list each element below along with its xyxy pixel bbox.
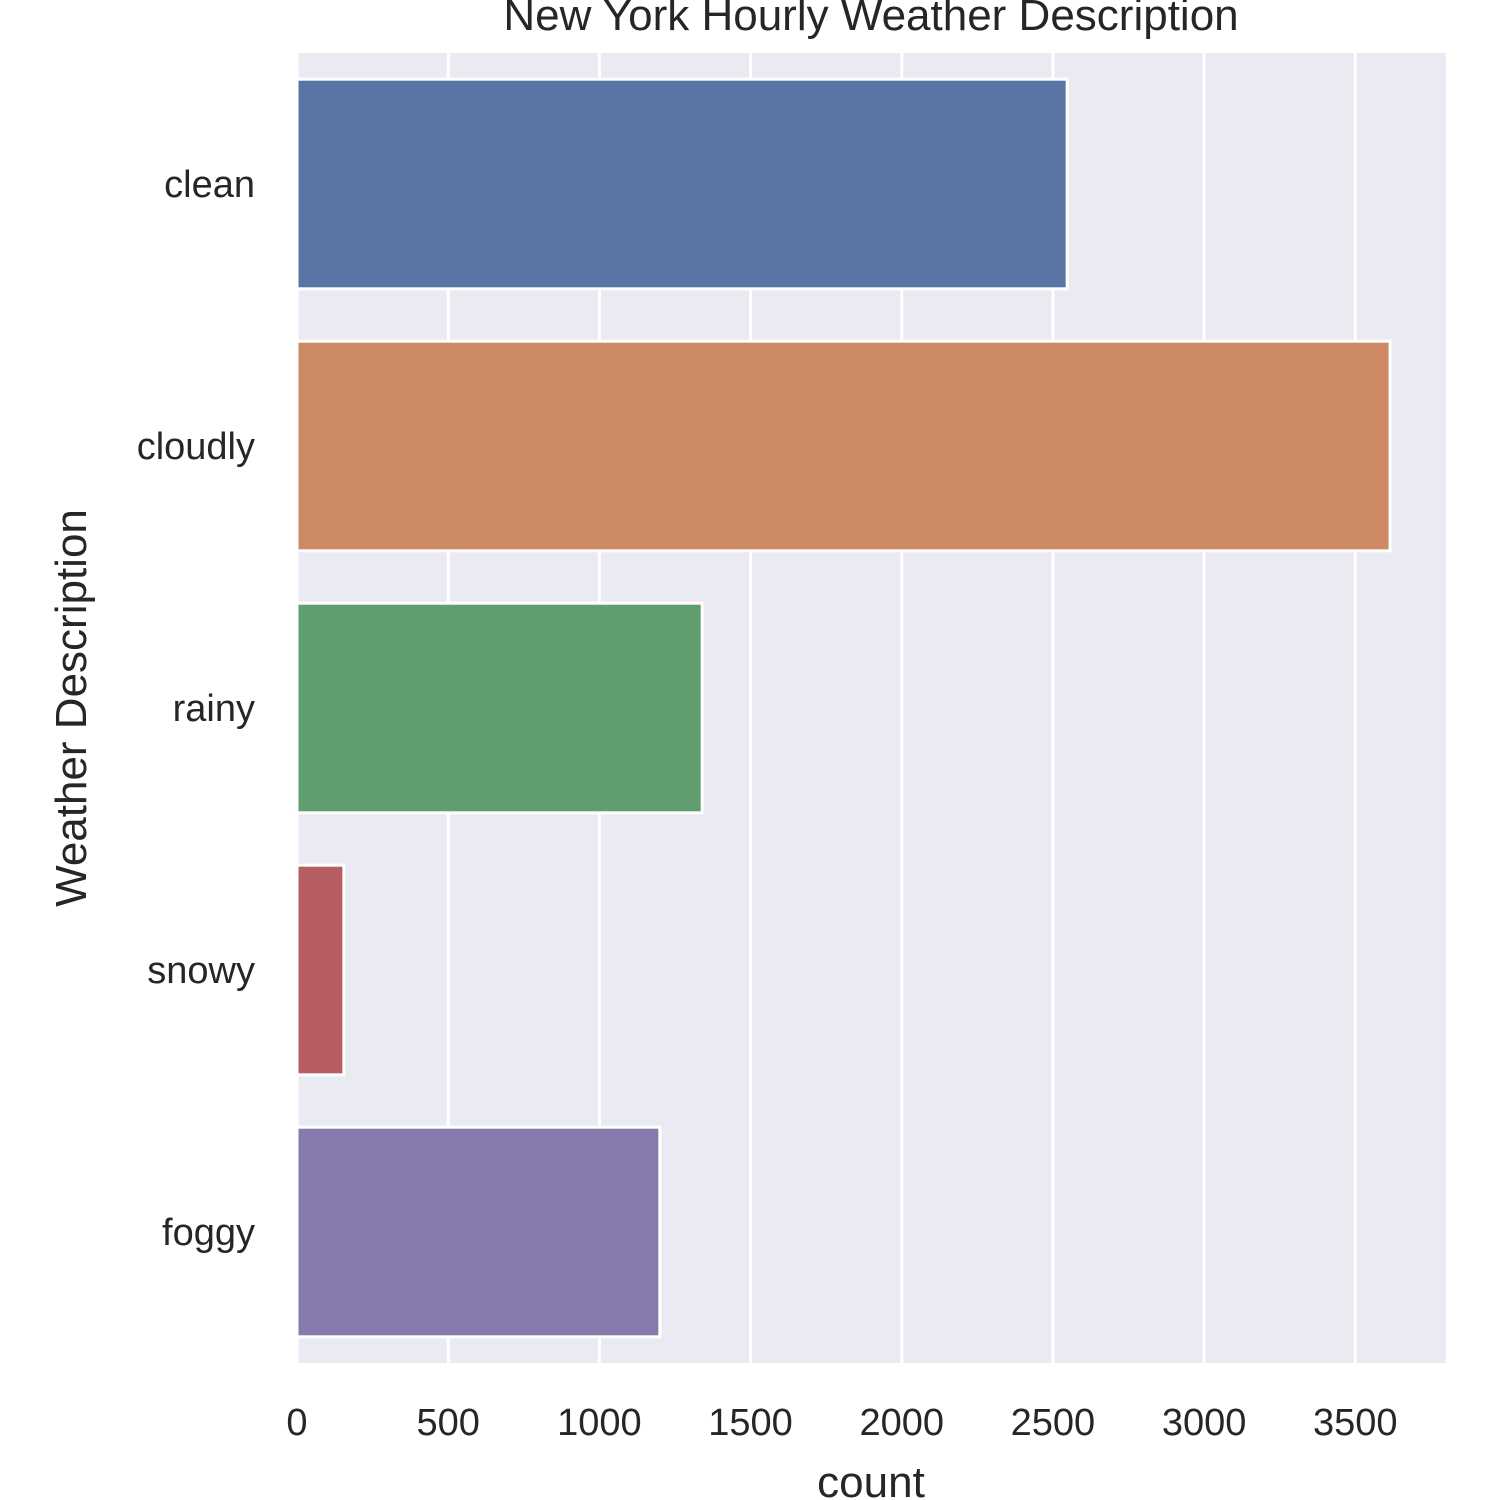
x-tick-label: 2500 [1011, 1402, 1096, 1444]
category-label: cloudly [137, 426, 255, 468]
x-tick-label: 500 [416, 1402, 479, 1444]
x-axis-label: count [817, 1458, 925, 1500]
category-labels: clean cloudly rainy snowy foggy [137, 164, 255, 1254]
x-tick-label: 0 [286, 1402, 307, 1444]
x-tick-label: 3000 [1162, 1402, 1247, 1444]
y-axis-label: Weather Description [47, 509, 96, 907]
bar-rainy [295, 601, 704, 815]
x-tick-labels: 0 500 1000 1500 2000 2500 3000 3500 [286, 1402, 1397, 1444]
category-label: foggy [162, 1212, 255, 1254]
category-label: snowy [147, 950, 255, 992]
chart-title: New York Hourly Weather Description [503, 0, 1238, 40]
category-label: rainy [173, 688, 255, 730]
x-tick-label: 1000 [557, 1402, 642, 1444]
bars [295, 77, 1392, 1339]
bar-snowy [295, 863, 346, 1077]
category-label: clean [164, 164, 255, 206]
bar-clean [295, 77, 1069, 291]
x-tick-label: 2000 [859, 1402, 944, 1444]
bar-cloudly [295, 339, 1392, 553]
x-tick-label: 3500 [1313, 1402, 1398, 1444]
x-tick-label: 1500 [708, 1402, 793, 1444]
bar-foggy [295, 1125, 662, 1339]
